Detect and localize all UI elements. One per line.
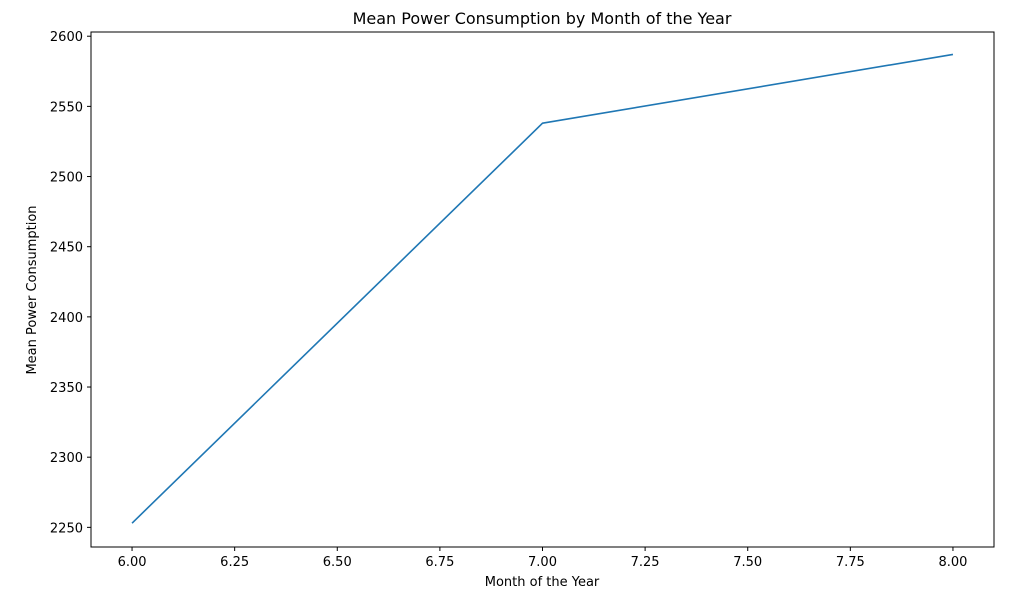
- y-tick-label: 2400: [50, 311, 83, 326]
- series-group: [131, 53, 954, 524]
- y-axis-label: Mean Power Consumption: [25, 205, 40, 374]
- y-tick-label: 2450: [50, 241, 83, 256]
- series-line: [131, 53, 954, 524]
- y-tick-label: 2300: [50, 451, 83, 466]
- x-axis: 6.00 6.25 6.50 6.75 7.00 7.25 7.50 7.75 8.00: [118, 547, 967, 570]
- x-tick-label: 7.00: [528, 555, 557, 570]
- x-axis-label: Month of the Year: [485, 575, 600, 590]
- x-tick-label: 7.25: [631, 555, 660, 570]
- x-tick-label: 6.75: [425, 555, 454, 570]
- y-tick-label: 2350: [50, 381, 83, 396]
- y-axis: 2250 2300 2350 2400 2450 2500 2550 2600: [50, 30, 91, 536]
- y-tick-label: 2250: [50, 521, 83, 536]
- plot-area: [90, 31, 995, 548]
- x-tick-label: 6.00: [118, 555, 147, 570]
- x-tick-label: 6.50: [323, 555, 352, 570]
- y-tick-label: 2550: [50, 100, 83, 115]
- x-tick-label: 7.75: [836, 555, 865, 570]
- x-tick-label: 7.50: [733, 555, 762, 570]
- chart-title: Mean Power Consumption by Month of the Y…: [353, 9, 732, 28]
- x-tick-label: 6.25: [220, 555, 249, 570]
- y-tick-label: 2500: [50, 171, 83, 186]
- y-tick-label: 2600: [50, 30, 83, 45]
- x-tick-label: 8.00: [938, 555, 967, 570]
